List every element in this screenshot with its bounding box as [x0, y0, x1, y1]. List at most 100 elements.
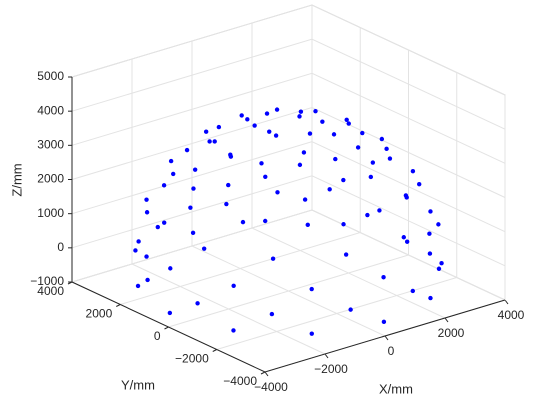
- y-tick: [164, 326, 169, 330]
- grid-line: [71, 4, 506, 96]
- point: [344, 117, 349, 122]
- point: [259, 161, 264, 166]
- point: [298, 109, 304, 114]
- point: [231, 283, 236, 288]
- x-tick-label: 2000: [438, 326, 465, 340]
- point: [273, 133, 279, 138]
- point: [263, 174, 268, 180]
- point: [231, 328, 236, 333]
- grid-line: [71, 175, 506, 267]
- grid-line: [216, 72, 458, 350]
- point: [307, 131, 313, 136]
- point: [192, 167, 198, 172]
- point: [427, 231, 432, 236]
- point: [203, 129, 209, 134]
- x-tick: [504, 299, 509, 305]
- point: [401, 235, 406, 240]
- x-tick: [324, 353, 329, 359]
- z-tick-label: 3000: [37, 138, 64, 152]
- point: [263, 218, 268, 224]
- point: [436, 222, 441, 227]
- point: [309, 331, 314, 336]
- z-tick-label: −1000: [30, 274, 64, 288]
- point: [360, 130, 365, 136]
- point: [212, 139, 217, 144]
- point: [216, 124, 222, 130]
- z-tick-label: 4000: [37, 103, 64, 117]
- grid-line: [168, 50, 409, 328]
- point: [439, 260, 444, 266]
- grid-line: [120, 27, 361, 305]
- z-tick-label: 0: [57, 240, 64, 254]
- x-axis-label: X/mm: [379, 381, 413, 396]
- point: [135, 283, 141, 289]
- point: [333, 156, 338, 162]
- point: [370, 160, 376, 165]
- point: [228, 154, 234, 159]
- point: [302, 197, 308, 202]
- point: [313, 109, 318, 114]
- point: [245, 117, 250, 122]
- point: [410, 168, 416, 174]
- z-tick-label: 5000: [37, 69, 64, 83]
- y-axis-label: Y/mm: [121, 377, 155, 392]
- point: [274, 107, 280, 112]
- axis-line: [71, 77, 506, 373]
- y-tick-label: −4000: [223, 374, 257, 388]
- y-tick: [116, 304, 121, 307]
- point: [428, 209, 433, 214]
- point: [144, 197, 149, 202]
- x-tick: [384, 335, 389, 341]
- point: [320, 119, 325, 124]
- point: [381, 319, 387, 325]
- point: [379, 136, 385, 142]
- point: [428, 295, 433, 301]
- grid-line: [71, 141, 506, 233]
- point: [384, 146, 389, 152]
- point: [436, 266, 442, 271]
- point: [341, 222, 346, 227]
- z-tick-label: 2000: [37, 172, 64, 186]
- point: [226, 182, 231, 188]
- y-tick-label: −2000: [175, 352, 209, 366]
- point: [381, 275, 386, 280]
- point: [252, 123, 257, 128]
- point: [145, 277, 150, 283]
- point: [191, 186, 196, 191]
- point: [427, 251, 433, 256]
- grid-line: [131, 59, 326, 355]
- point: [269, 311, 275, 317]
- point: [136, 239, 141, 244]
- grid-line: [71, 38, 506, 130]
- y-tick: [212, 349, 217, 352]
- x-tick-label: −4000: [254, 380, 288, 394]
- y-tick-label: 0: [154, 329, 161, 343]
- point: [270, 256, 276, 261]
- point: [184, 147, 190, 153]
- point: [410, 288, 415, 294]
- point: [162, 220, 167, 225]
- x-tick-label: 0: [388, 344, 395, 358]
- point: [301, 150, 307, 155]
- point: [240, 219, 246, 225]
- point: [207, 139, 212, 144]
- point: [348, 307, 353, 312]
- point: [365, 212, 370, 218]
- point: [144, 254, 149, 259]
- point: [224, 201, 229, 207]
- point: [201, 246, 207, 251]
- grid-line: [71, 77, 266, 373]
- grid-line: [264, 95, 506, 373]
- point: [168, 266, 173, 271]
- x-tick: [444, 317, 449, 323]
- point: [387, 156, 393, 161]
- point: [327, 187, 332, 192]
- point: [161, 183, 167, 188]
- point: [155, 224, 160, 230]
- point: [275, 190, 280, 195]
- point: [133, 248, 138, 253]
- grid-line: [71, 72, 506, 164]
- point: [297, 114, 302, 119]
- point: [195, 301, 200, 306]
- z-tick-label: 1000: [37, 206, 64, 220]
